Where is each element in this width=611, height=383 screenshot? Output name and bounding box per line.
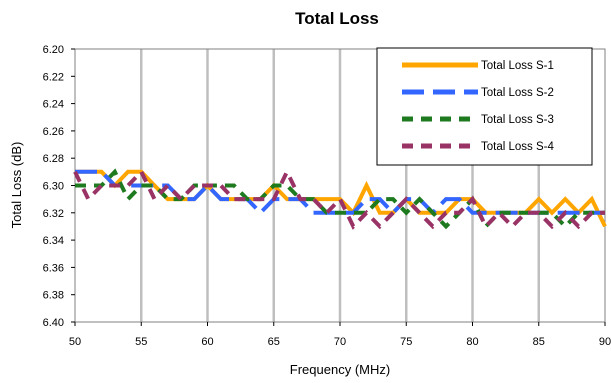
y-tick-label: 6.38: [43, 290, 64, 302]
x-tick-label: 70: [334, 336, 346, 348]
series-line-s3: [75, 168, 605, 230]
x-tick-label: 65: [268, 336, 280, 348]
x-axis-ticks: 50 55 60 65 70 75 80 85 90: [69, 322, 611, 348]
y-tick-label: 6.20: [43, 44, 64, 56]
y-tick-label: 6.34: [43, 235, 64, 247]
y-tick-label: 6.40: [43, 317, 64, 329]
x-tick-label: 80: [466, 336, 478, 348]
series-line-s4: [73, 167, 605, 230]
series-lines: [73, 167, 607, 230]
chart-legend: Total Loss S-1 Total Loss S-2 Total Loss S…: [376, 47, 593, 166]
y-tick-label: 6.30: [43, 181, 64, 193]
y-axis-ticks: 6.20 6.22 6.24 6.26 6.28 6.30 6.32 6.34 6.36 6.38…: [43, 44, 75, 329]
x-tick-label: 85: [533, 336, 545, 348]
series-line-s2: [75, 169, 605, 216]
x-tick-label: 50: [69, 336, 81, 348]
x-tick-label: 60: [201, 336, 213, 348]
y-tick-label: 6.26: [43, 126, 64, 138]
legend-label-s4: Total Loss S-4: [481, 141, 554, 153]
legend-label-s2: Total Loss S-2: [481, 87, 554, 99]
chart-title: Total Loss: [295, 9, 379, 28]
x-tick-label: 75: [400, 336, 412, 348]
y-tick-label: 6.36: [43, 262, 64, 274]
legend-label-s3: Total Loss S-3: [481, 114, 554, 126]
x-tick-label: 90: [599, 336, 611, 348]
y-tick-label: 6.24: [43, 99, 64, 111]
y-tick-label: 6.22: [43, 71, 64, 83]
x-tick-label: 55: [135, 336, 147, 348]
legend-label-s1: Total Loss S-1: [481, 60, 554, 72]
y-axis-label: Total Loss (dB): [9, 142, 24, 229]
y-tick-label: 6.28: [43, 153, 64, 165]
y-tick-label: 6.32: [43, 208, 64, 220]
x-axis-label: Frequency (MHz): [290, 362, 390, 377]
